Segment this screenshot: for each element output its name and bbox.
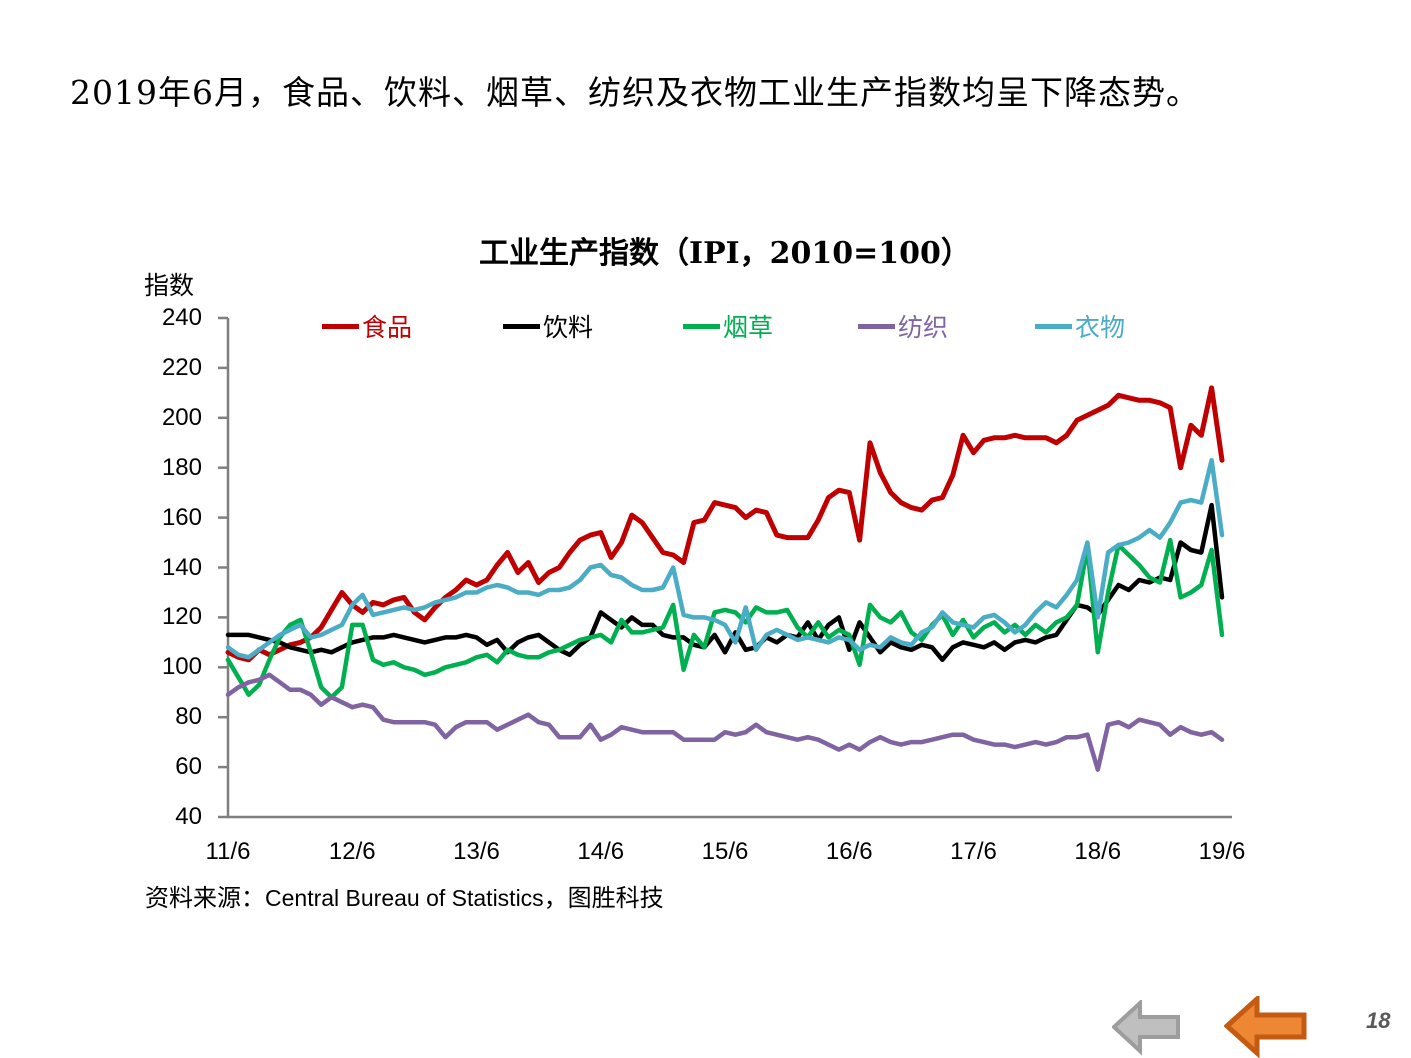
source-note: 资料来源：Central Bureau of Statistics，图胜科技 bbox=[145, 878, 664, 913]
legend-swatch-food bbox=[322, 323, 359, 329]
y-tick-label: 100 bbox=[161, 653, 202, 681]
legend-label-textile: 纺织 bbox=[898, 313, 949, 342]
series-line-textile bbox=[225, 672, 1225, 772]
legend-label-clothing: 衣物 bbox=[1075, 313, 1126, 342]
y-tick-label: 220 bbox=[161, 353, 202, 381]
slide-title: 2019年6月，食品、饮料、烟草、纺织及衣物工业生产指数均呈下降态势。 bbox=[70, 73, 1200, 112]
source-prefix: 资料来源： bbox=[145, 884, 265, 912]
legend-swatch-beverage bbox=[503, 323, 540, 329]
y-tick-label: 80 bbox=[175, 703, 202, 731]
back-arrow-gray[interactable] bbox=[1112, 1000, 1182, 1056]
legend-swatch-textile bbox=[858, 323, 895, 329]
y-tick-label: 120 bbox=[161, 603, 202, 631]
x-tick-label: 11/6 bbox=[205, 838, 251, 865]
back-arrow-gray-shape[interactable] bbox=[1112, 1000, 1180, 1056]
y-tick-label: 40 bbox=[175, 803, 202, 830]
x-tick-label: 18/6 bbox=[1074, 838, 1122, 865]
y-axis-tick-marks bbox=[218, 316, 228, 819]
x-tick-label: 15/6 bbox=[701, 838, 749, 865]
y-axis-unit-label: 指数 bbox=[144, 271, 195, 300]
x-tick-label: 16/6 bbox=[825, 838, 873, 865]
chart-title: 工业生产指数（IPI，2010=100） bbox=[479, 236, 971, 271]
legend-item-textile: 纺织 bbox=[858, 308, 948, 344]
source-suffix: ，图胜科技 bbox=[543, 884, 664, 912]
legend-swatch-tobacco bbox=[683, 323, 720, 329]
legend-item-food: 食品 bbox=[322, 308, 412, 344]
y-tick-label: 160 bbox=[161, 503, 202, 531]
y-tick-label: 180 bbox=[161, 453, 202, 481]
series-line-clothing bbox=[225, 457, 1225, 660]
legend-label-beverage: 饮料 bbox=[543, 313, 594, 342]
y-tick-label: 240 bbox=[161, 304, 202, 331]
legend-label-tobacco: 烟草 bbox=[723, 313, 774, 342]
x-tick-label: 14/6 bbox=[577, 838, 625, 865]
y-tick-label: 60 bbox=[175, 753, 202, 781]
back-arrow-orange[interactable] bbox=[1224, 996, 1308, 1058]
page-number: 18 bbox=[1366, 1008, 1391, 1033]
legend-item-tobacco: 烟草 bbox=[683, 308, 773, 344]
x-tick-label: 13/6 bbox=[453, 838, 500, 865]
series-line-food bbox=[225, 385, 1225, 663]
legend-item-beverage: 饮料 bbox=[503, 308, 593, 344]
legend-label-food: 食品 bbox=[362, 313, 413, 342]
source-institution: Central Bureau of Statistics bbox=[265, 885, 544, 911]
series-line-beverage bbox=[225, 502, 1225, 663]
x-tick-label: 19/6 bbox=[1198, 838, 1246, 865]
x-tick-label: 17/6 bbox=[950, 838, 997, 865]
back-arrow-orange-shape[interactable] bbox=[1224, 996, 1307, 1058]
x-tick-label: 12/6 bbox=[328, 838, 376, 865]
y-tick-label: 200 bbox=[161, 403, 202, 431]
series-line-tobacco bbox=[225, 537, 1225, 700]
legend-item-clothing: 衣物 bbox=[1035, 308, 1125, 344]
series-lines bbox=[225, 385, 1225, 772]
legend-swatch-clothing bbox=[1035, 323, 1072, 329]
y-tick-label: 140 bbox=[161, 553, 202, 581]
